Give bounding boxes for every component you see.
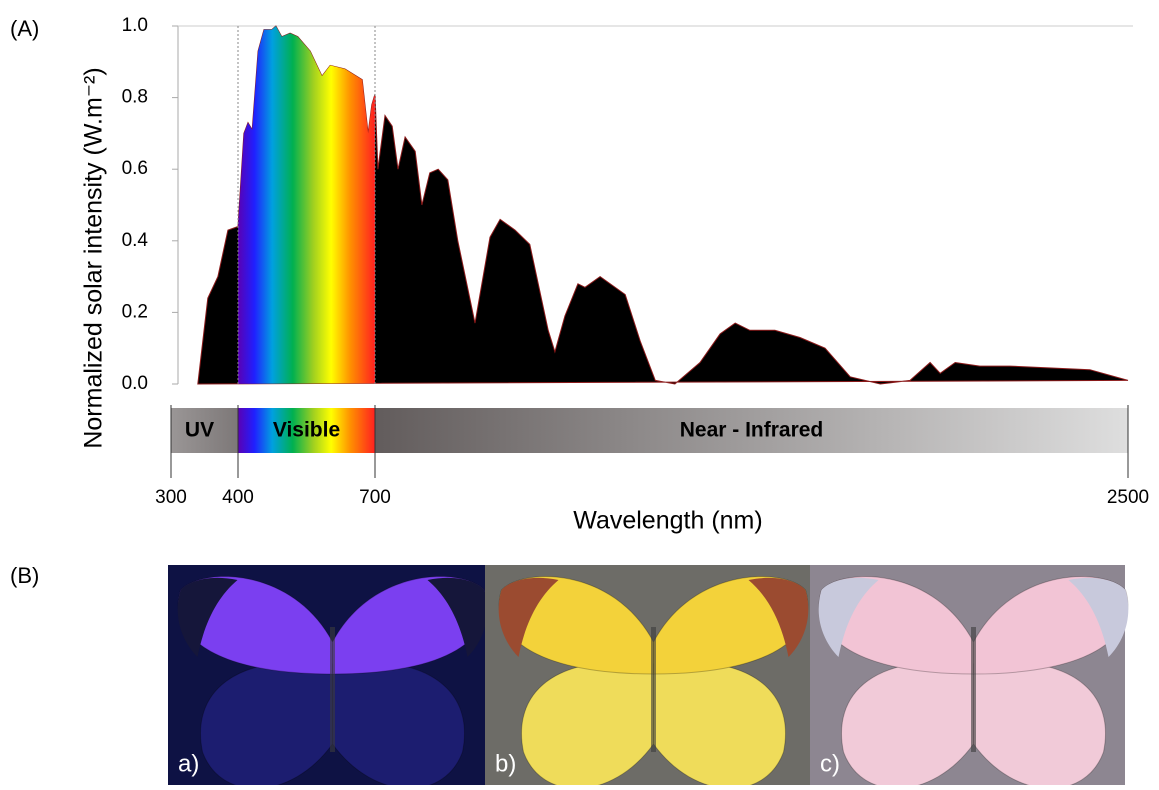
- wing-tip: [498, 577, 559, 657]
- x-axis-label: Wavelength (nm): [573, 507, 762, 535]
- hindwing: [653, 661, 786, 789]
- photo-label: c): [820, 750, 840, 777]
- panel-label: (A): [10, 16, 39, 41]
- band-label: Near - Infrared: [680, 419, 824, 442]
- wing-pair: [653, 576, 809, 789]
- hindwing: [521, 661, 654, 789]
- y-tick-label: 0.6: [122, 158, 148, 179]
- band: [171, 408, 238, 453]
- band-label: Visible: [273, 419, 340, 442]
- hindwing: [332, 661, 465, 789]
- band: [238, 408, 375, 453]
- panel-label: (B): [10, 563, 39, 588]
- photo-row: a) b) c): [168, 565, 1129, 789]
- hindwing: [200, 661, 333, 789]
- y-tick-label: 1.0: [122, 15, 148, 36]
- y-axis-label: Normalized solar intensity (W.m⁻²): [80, 67, 108, 448]
- wing-pair: [332, 576, 488, 789]
- y-tick-label: 0.0: [122, 373, 148, 394]
- hindwing: [973, 661, 1106, 789]
- x-tick-label: 300: [155, 487, 187, 508]
- x-tick-label: 2500: [1107, 487, 1149, 508]
- y-tick-label: 0.8: [122, 87, 148, 108]
- wing-tip: [748, 577, 809, 657]
- visible-fill: [238, 26, 375, 384]
- x-tick-label: 400: [222, 487, 254, 508]
- y-tick-label: 0.2: [122, 301, 148, 322]
- wing-pair: [498, 576, 654, 789]
- y-tick-label: 0.4: [122, 230, 149, 251]
- photo-label: a): [178, 750, 199, 777]
- wing-pair: [818, 576, 974, 789]
- wing-pair: [973, 576, 1129, 789]
- hindwing: [841, 661, 974, 789]
- wing-tip: [177, 577, 238, 657]
- chart: 0.0 0.2 0.4 0.6 0.8 1.0 Normalized solar inten…: [80, 15, 1150, 535]
- wing-pair: [177, 576, 333, 789]
- band: [375, 408, 1128, 453]
- band-label: UV: [185, 419, 214, 442]
- wing-tip: [1068, 577, 1129, 657]
- photo-label: b): [495, 750, 516, 777]
- x-tick-label: 700: [359, 487, 391, 508]
- wing-tip: [818, 577, 879, 657]
- wing-tip: [427, 577, 488, 657]
